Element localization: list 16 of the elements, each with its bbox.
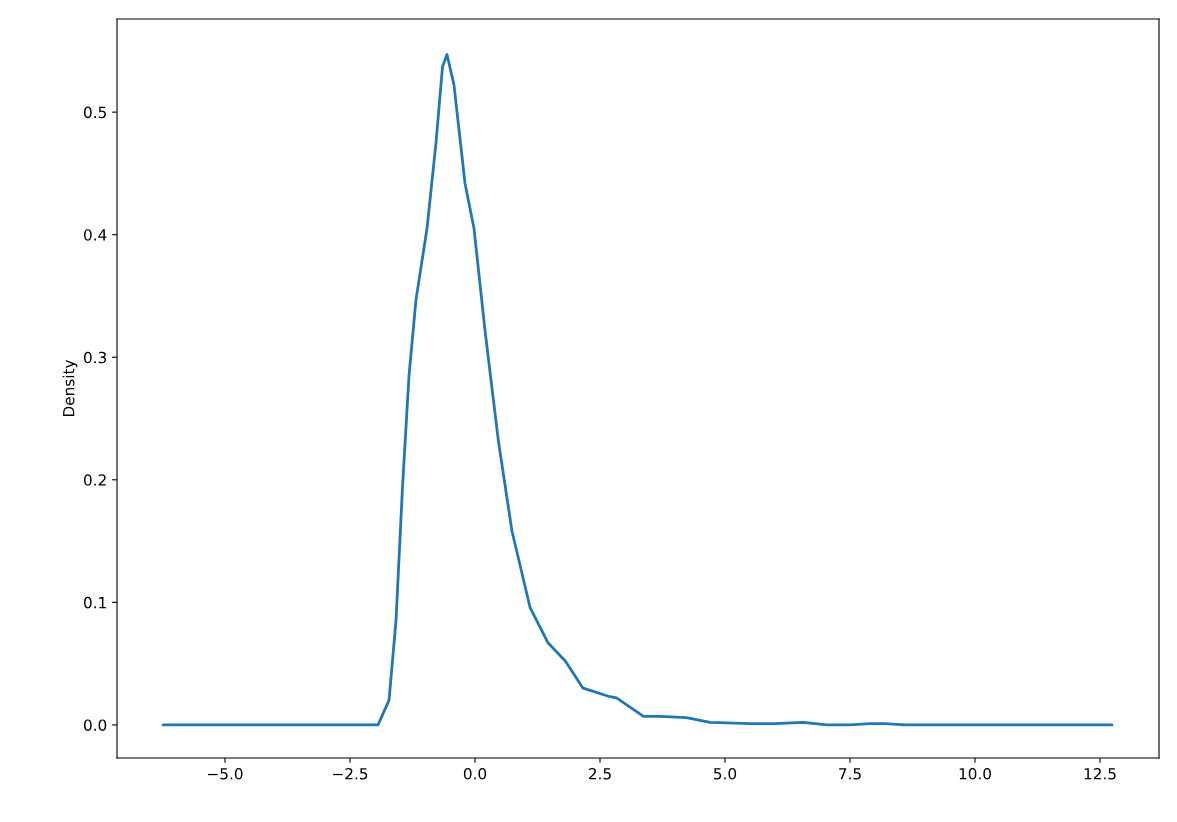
y-axis-title: Density	[62, 359, 78, 417]
x-tick-label: −5.0	[208, 767, 243, 780]
x-tick-label: 2.5	[588, 767, 611, 780]
y-tick-label: 0.0	[83, 719, 107, 731]
x-tick-label: 0.0	[463, 767, 487, 780]
x-tick-label: 10.0	[959, 767, 991, 780]
y-tick-label: 0.4	[83, 229, 107, 241]
x-tick-label: −2.5	[333, 767, 368, 780]
y-tick-label: 0.3	[83, 351, 107, 364]
y-tick-label: 0.1	[83, 596, 106, 609]
y-tick-label: 0.5	[83, 106, 106, 119]
line-series	[161, 53, 1114, 727]
x-tick-label: 5.0	[714, 767, 737, 780]
x-tick-label: 12.5	[1084, 767, 1116, 780]
y-tick-label: 0.2	[83, 474, 106, 486]
x-tick-label: 7.5	[839, 768, 861, 780]
